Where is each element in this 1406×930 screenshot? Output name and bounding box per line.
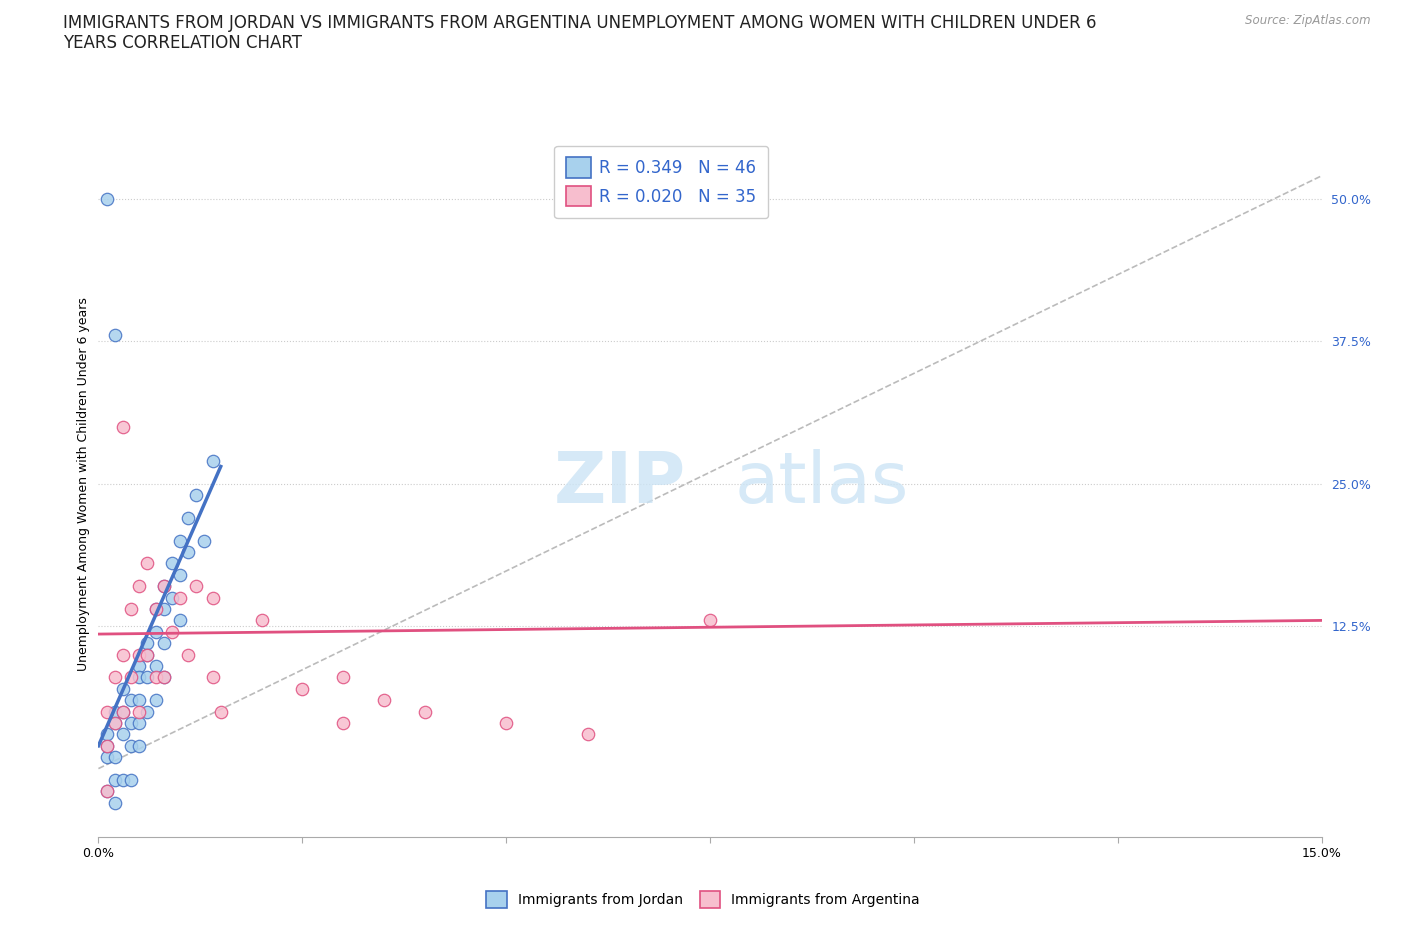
Point [169, 533, 191, 548]
Point [177, 647, 200, 662]
Point [201, 670, 224, 684]
Point [120, 738, 142, 753]
Point [201, 591, 224, 605]
Y-axis label: Unemployment Among Women with Children Under 6 years: Unemployment Among Women with Children U… [77, 297, 90, 671]
Point [104, 704, 127, 719]
Point [111, 727, 134, 742]
Point [96, 784, 118, 799]
Point [136, 556, 159, 571]
Point [145, 602, 167, 617]
Point [120, 773, 142, 788]
Point [111, 647, 134, 662]
Point [120, 670, 142, 684]
Point [152, 636, 174, 651]
Legend: R = 0.349   N = 46, R = 0.020   N = 35: R = 0.349 N = 46, R = 0.020 N = 35 [554, 146, 768, 218]
Point [160, 556, 183, 571]
Point [96, 738, 118, 753]
Point [373, 693, 395, 708]
Point [332, 670, 354, 684]
Point [136, 670, 159, 684]
Point [332, 715, 354, 730]
Point [152, 602, 174, 617]
Point [104, 670, 127, 684]
Point [104, 328, 127, 343]
Point [104, 715, 127, 730]
Point [120, 715, 142, 730]
Point [111, 419, 134, 434]
Point [145, 602, 167, 617]
Point [104, 715, 127, 730]
Point [169, 613, 191, 628]
Point [96, 727, 118, 742]
Point [104, 750, 127, 764]
Point [177, 511, 200, 525]
Point [96, 784, 118, 799]
Point [413, 704, 436, 719]
Point [152, 578, 174, 593]
Point [104, 795, 127, 810]
Point [186, 578, 208, 593]
Point [96, 704, 118, 719]
Point [193, 533, 215, 548]
Point [111, 704, 134, 719]
Point [145, 670, 167, 684]
Point [128, 670, 150, 684]
Point [169, 591, 191, 605]
Point [128, 738, 150, 753]
Point [136, 636, 159, 651]
Point [291, 682, 314, 697]
Point [209, 704, 232, 719]
Point [160, 624, 183, 639]
Point [201, 453, 224, 468]
Text: Source: ZipAtlas.com: Source: ZipAtlas.com [1246, 14, 1371, 27]
Point [96, 738, 118, 753]
Point [160, 591, 183, 605]
Point [145, 658, 167, 673]
Point [120, 693, 142, 708]
Point [136, 647, 159, 662]
Point [128, 715, 150, 730]
Point [111, 773, 134, 788]
Text: ZIP: ZIP [554, 449, 686, 518]
Point [128, 658, 150, 673]
Point [136, 647, 159, 662]
Point [152, 670, 174, 684]
Point [96, 750, 118, 764]
Text: IMMIGRANTS FROM JORDAN VS IMMIGRANTS FROM ARGENTINA UNEMPLOYMENT AMONG WOMEN WIT: IMMIGRANTS FROM JORDAN VS IMMIGRANTS FRO… [63, 14, 1097, 32]
Point [120, 602, 142, 617]
Legend: Immigrants from Jordan, Immigrants from Argentina: Immigrants from Jordan, Immigrants from … [481, 885, 925, 914]
Point [186, 487, 208, 502]
Point [111, 682, 134, 697]
Point [111, 704, 134, 719]
Point [152, 670, 174, 684]
Point [177, 545, 200, 560]
Point [128, 693, 150, 708]
Point [152, 578, 174, 593]
Point [104, 773, 127, 788]
Point [576, 727, 599, 742]
Point [699, 613, 721, 628]
Text: YEARS CORRELATION CHART: YEARS CORRELATION CHART [63, 34, 302, 52]
Point [128, 647, 150, 662]
Point [96, 192, 118, 206]
Text: atlas: atlas [734, 449, 908, 518]
Point [128, 704, 150, 719]
Point [250, 613, 273, 628]
Point [128, 578, 150, 593]
Point [145, 624, 167, 639]
Point [145, 693, 167, 708]
Point [136, 704, 159, 719]
Point [169, 567, 191, 582]
Point [495, 715, 517, 730]
